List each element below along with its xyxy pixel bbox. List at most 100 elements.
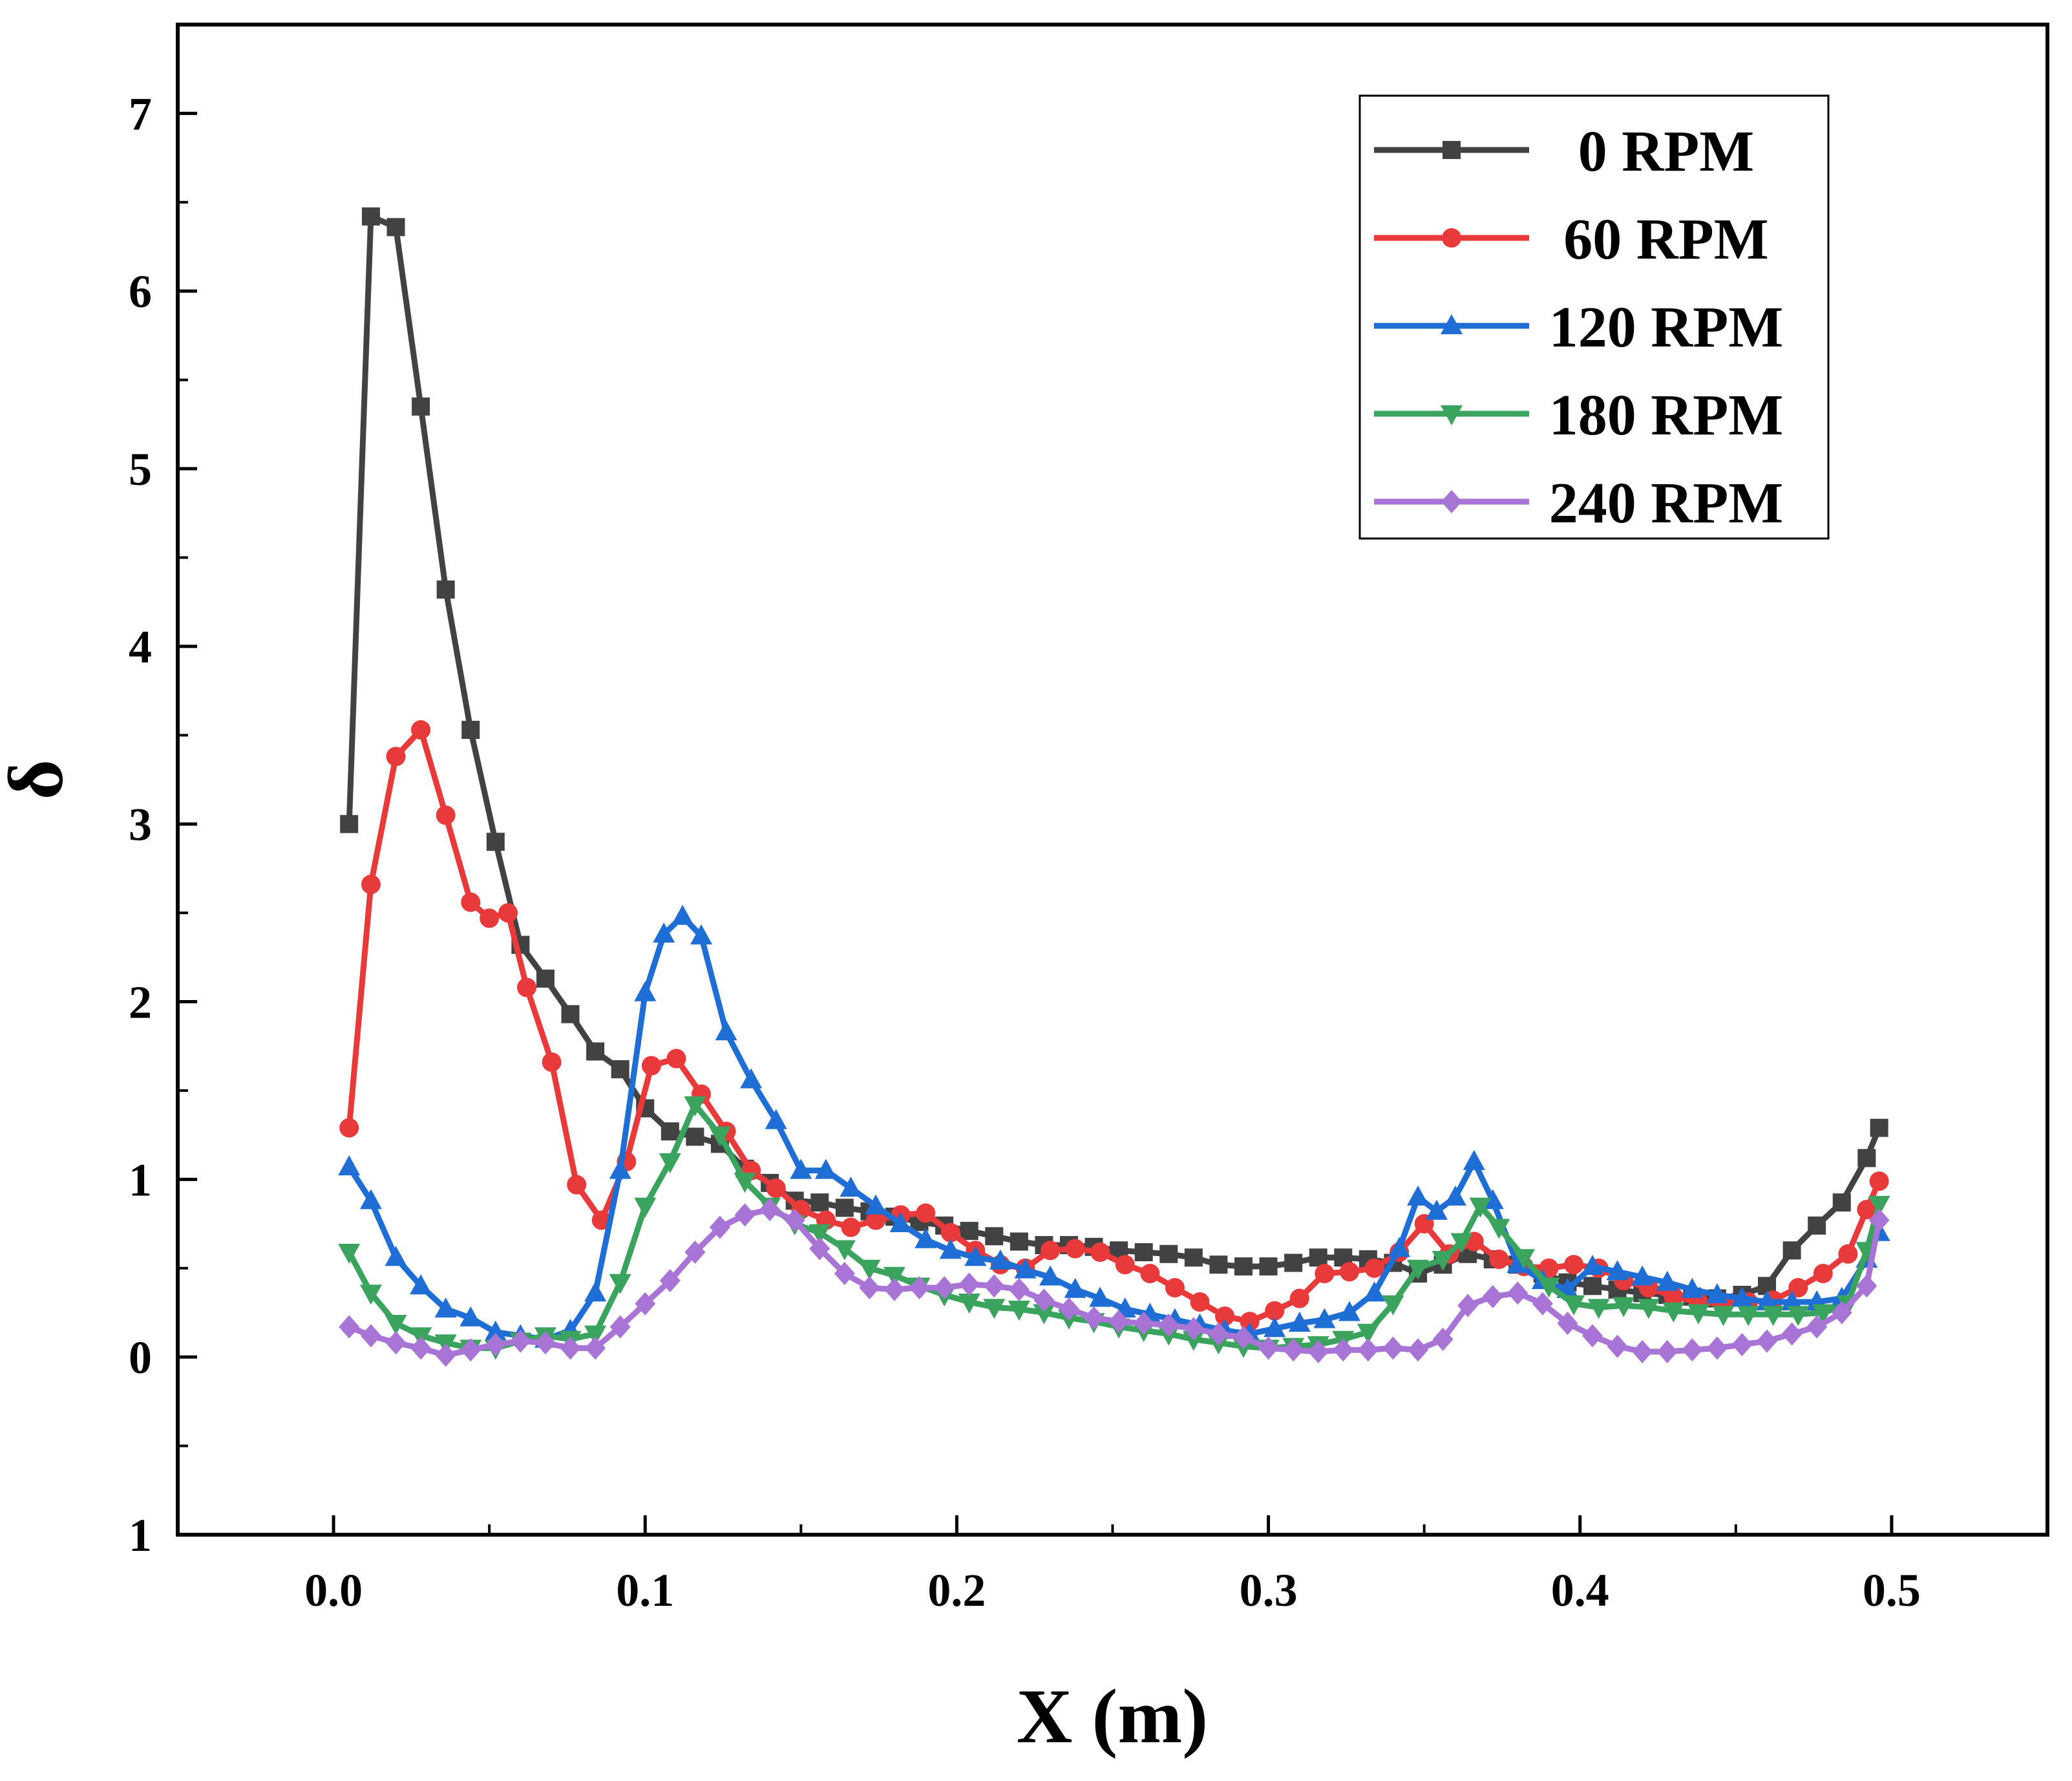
data-point — [1656, 1339, 1678, 1363]
data-point — [1240, 1312, 1260, 1332]
data-point — [1008, 1300, 1030, 1321]
data-point — [1182, 1330, 1205, 1351]
data-point — [1637, 1299, 1660, 1319]
data-point — [1731, 1286, 1753, 1307]
data-point — [436, 580, 455, 599]
x-tick-label: 0.1 — [616, 1564, 674, 1616]
data-point — [659, 1153, 681, 1173]
data-point — [889, 1212, 912, 1233]
data-point — [1444, 1185, 1466, 1206]
data-point — [914, 1228, 937, 1248]
data-point — [1058, 1297, 1079, 1321]
data-point — [609, 1315, 631, 1339]
data-point — [1233, 1325, 1254, 1349]
data-point — [1265, 1301, 1285, 1321]
series-layer — [338, 207, 1890, 1367]
data-point — [1033, 1288, 1055, 1312]
data-point — [865, 1194, 887, 1215]
data-point — [653, 922, 675, 943]
data-point — [385, 1331, 407, 1355]
data-point — [790, 1158, 812, 1179]
data-point — [1781, 1290, 1803, 1310]
data-point — [1039, 1265, 1062, 1286]
data-point — [1165, 1277, 1185, 1297]
legend-box — [1358, 94, 1830, 540]
data-point — [1868, 1195, 1890, 1216]
data-point — [766, 1178, 786, 1199]
data-point — [809, 1224, 831, 1244]
data-point — [339, 1315, 360, 1339]
data-point — [1363, 1281, 1386, 1302]
data-point — [835, 1199, 854, 1217]
data-point — [659, 1269, 681, 1293]
data-point — [1489, 1250, 1509, 1270]
data-point — [1681, 1277, 1704, 1298]
y-tick-label: 2 — [129, 977, 152, 1029]
y-tick-label: 1 — [129, 1509, 152, 1561]
y-axis-title: δ — [0, 760, 78, 800]
y-tick-label: 6 — [129, 266, 152, 317]
data-point — [883, 1266, 905, 1287]
data-point — [1190, 1292, 1210, 1312]
data-point — [339, 1118, 359, 1138]
x-axis-title: X (m) — [1017, 1673, 1209, 1759]
legend-label: 180 RPM — [1549, 383, 1783, 447]
data-point — [715, 1020, 737, 1041]
data-point — [1288, 1311, 1311, 1332]
data-point — [1813, 1264, 1833, 1284]
data-point — [1857, 1149, 1876, 1168]
data-point — [410, 1274, 432, 1295]
data-point — [461, 721, 480, 740]
data-point — [684, 1096, 706, 1116]
data-point — [1133, 1311, 1154, 1335]
data-point — [1463, 1149, 1485, 1170]
data-point — [611, 1060, 629, 1078]
data-point — [841, 1217, 861, 1237]
data-point — [584, 1281, 607, 1302]
data-point — [1307, 1339, 1329, 1363]
data-point — [586, 1042, 605, 1061]
data-point — [1339, 1262, 1359, 1282]
data-point — [486, 833, 505, 851]
data-point — [1812, 1304, 1834, 1325]
data-point — [1064, 1277, 1086, 1298]
data-point — [814, 1158, 837, 1179]
data-point — [536, 969, 555, 988]
legend: 0 RPM 60 RPM 120 RPM 180 RPM 240 RPM — [1358, 94, 1830, 540]
legend-marker — [1441, 490, 1462, 513]
legend-marker — [1442, 228, 1461, 248]
data-point — [1407, 1259, 1430, 1280]
data-point — [958, 1293, 980, 1314]
data-point — [1870, 1118, 1888, 1137]
series-line — [346, 1102, 1883, 1351]
data-point — [1289, 1288, 1309, 1308]
data-point — [338, 1244, 361, 1264]
data-point — [840, 1177, 862, 1197]
data-point — [385, 1246, 407, 1266]
data-point — [1090, 1242, 1110, 1263]
y-tick-label: 1 — [129, 1154, 152, 1206]
data-point — [1838, 1244, 1858, 1264]
data-point — [385, 1314, 407, 1335]
legend-label: 240 RPM — [1549, 471, 1783, 535]
data-point — [1808, 1216, 1826, 1235]
data-point — [461, 892, 481, 912]
data-point — [809, 1237, 830, 1261]
data-point — [1632, 1339, 1653, 1363]
data-point — [1108, 1310, 1130, 1334]
data-point — [560, 1336, 581, 1360]
data-point — [709, 1215, 730, 1239]
data-point — [340, 815, 359, 833]
data-point — [1831, 1301, 1852, 1325]
data-point — [410, 1336, 432, 1360]
data-point — [934, 1275, 955, 1299]
data-point — [1869, 1171, 1889, 1191]
data-point — [939, 1239, 962, 1259]
x-tick-label: 0.4 — [1551, 1564, 1609, 1616]
data-point — [359, 1189, 382, 1210]
data-point — [1706, 1283, 1728, 1303]
data-point — [1382, 1336, 1404, 1360]
data-point — [1041, 1241, 1061, 1261]
data-point — [609, 1158, 631, 1179]
data-point — [1158, 1313, 1179, 1337]
